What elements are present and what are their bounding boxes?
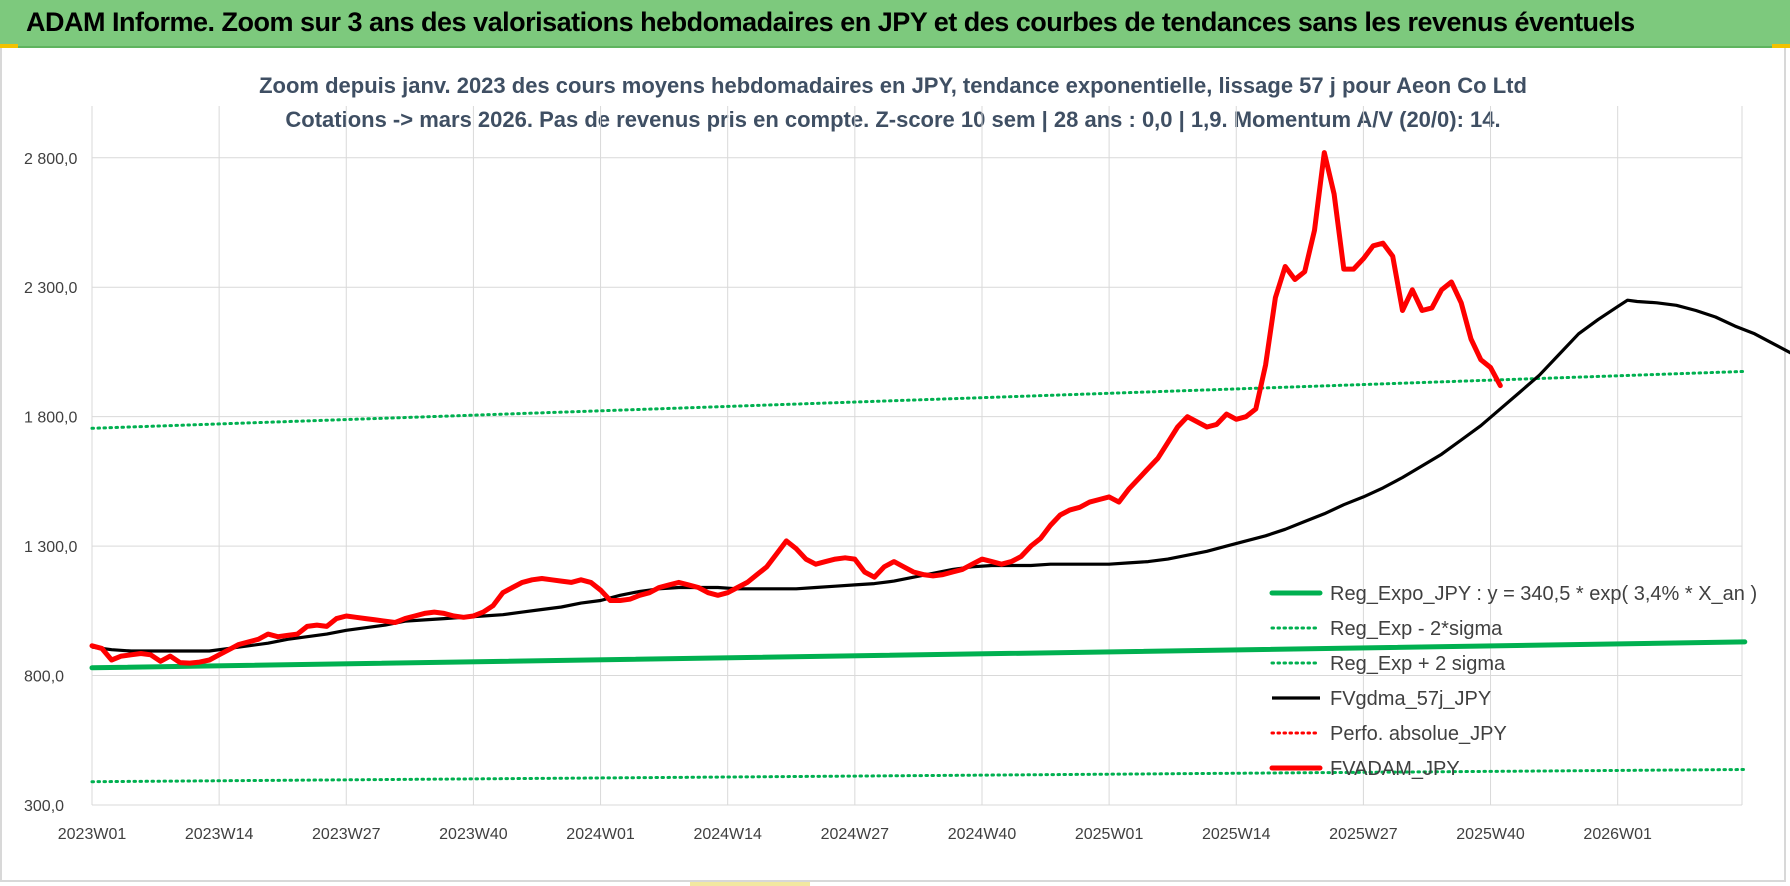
x-tick-label: 2023W01: [58, 826, 127, 843]
x-tick-label: 2024W14: [693, 826, 762, 843]
axes: 300,0 800,0 1 300,0 1 800,0 2 300,0 2 800,0 20…: [24, 151, 1652, 843]
chart-title-line-2: Cotations -> mars 2026. Pas de revenus p…: [285, 107, 1500, 132]
legend-label-2: Reg_Exp + 2 sigma: [1330, 653, 1506, 675]
y-tick-label: 1 300,0: [24, 539, 77, 556]
banner-title: ADAM Informe. Zoom sur 3 ans des valoris…: [26, 7, 1635, 37]
legend-label-3: FVgdma_57j_JPY: [1330, 688, 1491, 710]
x-tick-label: 2025W27: [1329, 826, 1398, 843]
chart-title-line-1: Zoom depuis janv. 2023 des cours moyens …: [259, 73, 1527, 98]
grid: [91, 106, 1743, 806]
banner-accent-right: [1772, 44, 1790, 48]
y-tick-label: 2 800,0: [24, 151, 77, 168]
series-line-5: [89, 150, 1503, 666]
series-layer: [89, 150, 1790, 784]
x-tick-label: 2023W14: [185, 826, 254, 843]
y-tick-label: 300,0: [24, 798, 64, 815]
x-tick-label: 2024W27: [821, 826, 890, 843]
x-tick-label: 2026W01: [1583, 826, 1652, 843]
x-tick-label: 2025W14: [1202, 826, 1271, 843]
legend: Reg_Expo_JPY : y = 340,5 * exp( 3,4% * X…: [1269, 583, 1757, 780]
banner: ADAM Informe. Zoom sur 3 ans des valoris…: [0, 0, 1790, 48]
y-tick-label: 2 300,0: [24, 280, 77, 297]
series-line-0: [89, 639, 1748, 671]
legend-label-4: Perfo. absolue_JPY: [1330, 723, 1507, 745]
x-tick-label: 2024W40: [948, 826, 1017, 843]
series-line-3: [91, 298, 1790, 653]
y-tick-label: 800,0: [24, 669, 64, 686]
series-line-2: [90, 369, 1747, 430]
x-tick-label: 2024W01: [566, 826, 635, 843]
legend-label-1: Reg_Exp - 2*sigma: [1330, 618, 1503, 640]
x-tick-label: 2023W27: [312, 826, 381, 843]
legend-label-5: FVADAM_JPY: [1330, 758, 1460, 780]
series-line-1: [90, 768, 1747, 784]
bottom-accent: [690, 882, 810, 886]
x-tick-label: 2025W40: [1456, 826, 1525, 843]
legend-label-0: Reg_Expo_JPY : y = 340,5 * exp( 3,4% * X…: [1330, 583, 1757, 605]
banner-accent-left: [0, 44, 18, 48]
y-tick-label: 1 800,0: [24, 410, 77, 427]
x-tick-label: 2023W40: [439, 826, 508, 843]
x-tick-label: 2025W01: [1075, 826, 1144, 843]
